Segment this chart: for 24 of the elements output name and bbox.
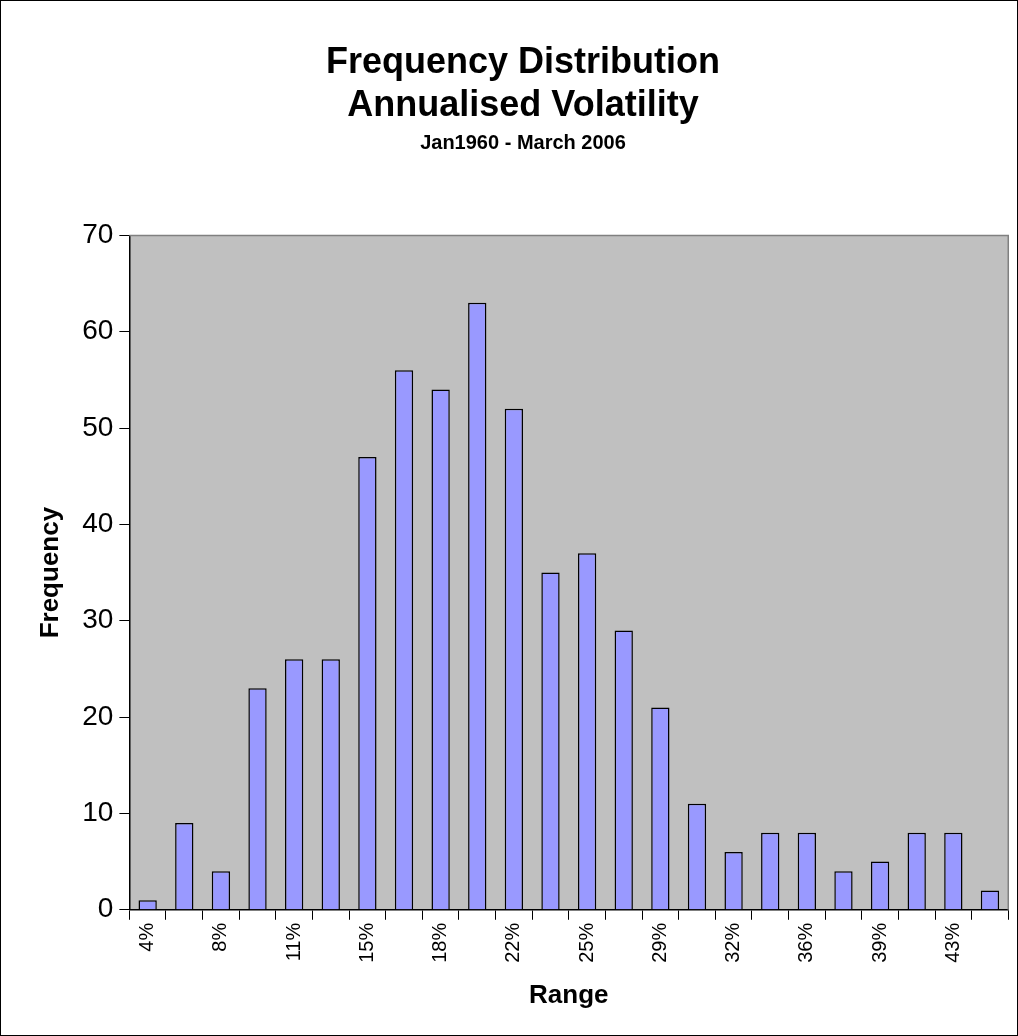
x-tick-label: 22% [501,922,524,963]
chart-subtitle: Jan1960 - March 2006 [420,130,626,153]
y-tick-label: 40 [82,507,114,539]
y-tick-label: 10 [82,796,114,828]
y-tick-label: 20 [82,699,114,731]
x-axis-title: Range [529,978,609,1009]
y-axis-title: Frequency [33,506,64,639]
x-tick-label: 4% [135,922,158,952]
x-tick-label: 15% [354,922,377,963]
x-tick-label: 8% [208,922,231,952]
y-tick-label: 60 [82,314,114,346]
y-tick-label: 0 [97,892,114,924]
x-tick-label: 29% [647,922,670,963]
x-tick-label: 11% [281,922,304,962]
x-tick-label: 25% [574,922,597,963]
x-tick-label: 43% [940,922,963,963]
x-tick-label: 36% [794,922,817,963]
chart-title: Frequency Distribution Annualised Volatility [325,39,721,124]
y-tick-label: 50 [82,410,114,442]
x-tick-label: 18% [428,922,451,963]
x-tick-label: 39% [867,922,890,963]
x-tick-label: 32% [721,922,744,963]
y-tick-label: 70 [82,218,114,250]
y-tick-label: 30 [82,603,114,635]
